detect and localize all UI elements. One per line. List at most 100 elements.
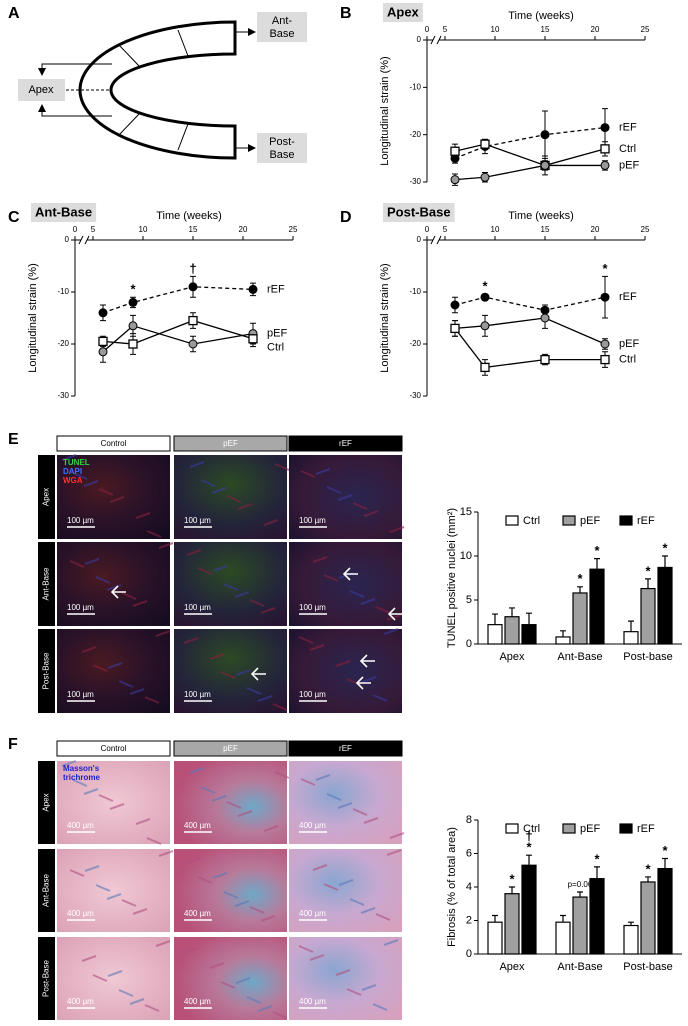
x-tick-label: 25 [641, 225, 650, 234]
y-tick-label: 0 [466, 638, 472, 650]
texture [234, 591, 250, 598]
chart-title: Post-Base [387, 204, 451, 219]
texture [107, 970, 123, 977]
texture [363, 510, 379, 517]
texture [98, 794, 114, 802]
texture [186, 549, 202, 556]
marker [540, 130, 550, 140]
chart-title: Apex [387, 4, 420, 19]
row-strip [38, 761, 55, 844]
annotation: * [645, 563, 651, 578]
x-tick-label: 10 [491, 225, 500, 234]
texture [352, 808, 368, 816]
micrograph [289, 849, 402, 932]
x-tick-label: Post-base [623, 961, 673, 973]
bar [623, 631, 639, 645]
panel-label: D [340, 209, 352, 226]
micrograph [289, 761, 402, 844]
error-bar [645, 876, 651, 882]
scale-bar-label: 100 µm [299, 603, 326, 612]
bar [572, 896, 588, 955]
axis-break [436, 235, 442, 245]
x-tick-label: 20 [239, 225, 248, 234]
legend-label: rEF [267, 283, 285, 295]
series-line [454, 126, 606, 159]
texture [69, 560, 85, 568]
texture [92, 974, 108, 982]
marker [600, 339, 610, 349]
legend-label: Ctrl [523, 823, 540, 835]
error-bar [662, 857, 668, 869]
panel-label: C [8, 209, 20, 226]
scale-bar-label: 100 µm [184, 690, 211, 699]
texture [323, 883, 339, 891]
marker [480, 321, 490, 331]
x-tick-label: 20 [591, 25, 600, 34]
y-axis-label: TUNEL positive nuclei (mm²) [446, 508, 458, 648]
texture [109, 496, 125, 503]
bar [589, 878, 605, 955]
texture [257, 1005, 273, 1012]
scale-bar-label: 100 µm [299, 516, 326, 525]
texture [349, 590, 365, 598]
texture [326, 793, 342, 801]
panel-label: E [8, 431, 19, 448]
ventricle-shape [78, 20, 237, 160]
column-header [173, 435, 288, 452]
x-tick-label: 0 [73, 225, 78, 234]
y-tick-label: 10 [460, 550, 472, 562]
scale-bar-label: 400 µm [299, 997, 326, 1006]
texture [383, 939, 399, 946]
column-header-label: rEF [339, 744, 352, 753]
legend-label: rEF [637, 823, 655, 835]
row-label: Post-Base [42, 959, 51, 996]
row-label: Ant-Base [42, 873, 51, 906]
column-header [173, 740, 288, 757]
y-tick-label: -10 [409, 287, 421, 296]
y-tick-label: -20 [409, 339, 421, 348]
series-line [102, 319, 254, 345]
texture [121, 899, 137, 907]
scale-bar-label: 400 µm [67, 997, 94, 1006]
y-tick-label: 0 [417, 35, 422, 44]
texture [209, 653, 225, 660]
y-tick-label: -10 [57, 287, 69, 296]
legend-label: pEF [619, 338, 639, 350]
series-line [102, 286, 254, 314]
scale-bar-label: 100 µm [184, 516, 211, 525]
texture [389, 832, 405, 839]
marker [188, 339, 198, 349]
texture [106, 584, 122, 591]
texture [363, 817, 379, 824]
error-bar [594, 558, 600, 570]
x-tick-label: 15 [541, 25, 550, 34]
bar [623, 924, 639, 955]
texture [312, 556, 328, 563]
x-tick-label: 5 [443, 225, 448, 234]
segment-line [177, 29, 189, 57]
texture [274, 463, 290, 471]
texture [352, 502, 368, 510]
stain-label: WGA [63, 476, 83, 485]
texture [212, 872, 228, 879]
scale-bar-label: 400 µm [184, 909, 211, 918]
texture [109, 803, 125, 810]
texture [315, 774, 331, 781]
bar [572, 592, 588, 645]
arrow [38, 104, 112, 117]
y-tick-label: -20 [57, 339, 69, 348]
axis-break [84, 235, 90, 245]
series-line [102, 325, 254, 353]
error-bar [509, 886, 515, 894]
arrow [387, 607, 403, 621]
texture [375, 606, 391, 614]
annotation: * [594, 543, 600, 558]
texture [263, 825, 279, 832]
texture [146, 837, 162, 845]
bar [555, 921, 571, 955]
series-line [454, 328, 605, 369]
texture [118, 680, 134, 688]
x-axis-label: Time (weeks) [508, 210, 574, 222]
y-tick-label: -10 [409, 82, 421, 91]
annotation: * [645, 861, 651, 876]
